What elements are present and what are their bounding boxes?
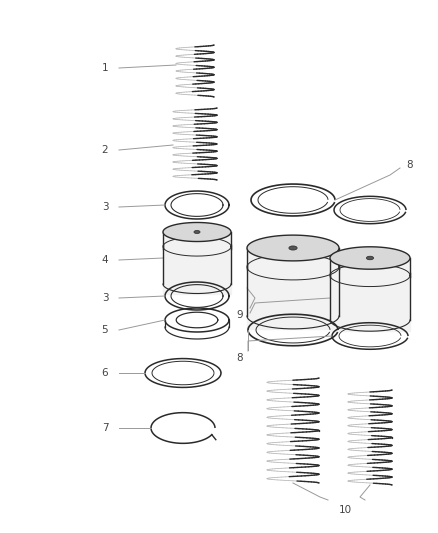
Text: 6: 6 [102, 368, 108, 378]
Polygon shape [163, 222, 231, 241]
Polygon shape [330, 258, 410, 320]
Polygon shape [163, 232, 231, 284]
Text: 10: 10 [339, 505, 352, 515]
Text: 2: 2 [102, 145, 108, 155]
Polygon shape [330, 247, 410, 269]
Text: 1: 1 [102, 63, 108, 73]
Ellipse shape [289, 246, 297, 250]
Text: 5: 5 [102, 325, 108, 335]
Text: 7: 7 [102, 423, 108, 433]
Text: 3: 3 [102, 293, 108, 303]
Ellipse shape [367, 256, 374, 260]
Text: 4: 4 [102, 255, 108, 265]
Ellipse shape [194, 230, 200, 233]
Polygon shape [247, 248, 339, 316]
Text: 9: 9 [237, 310, 244, 320]
Polygon shape [247, 235, 339, 261]
Text: 8: 8 [237, 353, 244, 363]
Text: 8: 8 [407, 160, 413, 170]
Text: 3: 3 [102, 202, 108, 212]
